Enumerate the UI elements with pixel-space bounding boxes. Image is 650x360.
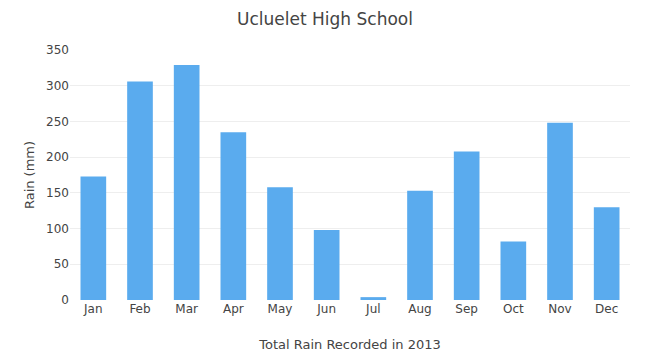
svg-text:350: 350	[46, 43, 69, 57]
svg-text:Rain (mm): Rain (mm)	[22, 141, 37, 209]
svg-text:Jul: Jul	[365, 302, 380, 316]
svg-text:200: 200	[46, 150, 69, 164]
svg-text:250: 250	[46, 115, 69, 129]
svg-text:Dec: Dec	[595, 302, 618, 316]
svg-text:Oct: Oct	[503, 302, 524, 316]
svg-text:Nov: Nov	[548, 302, 571, 316]
svg-text:Apr: Apr	[223, 302, 244, 316]
svg-text:300: 300	[46, 79, 69, 93]
svg-text:Total Rain Recorded in 2013: Total Rain Recorded in 2013	[258, 337, 441, 352]
svg-text:0: 0	[61, 293, 69, 307]
svg-text:Mar: Mar	[175, 302, 198, 316]
svg-text:150: 150	[46, 186, 69, 200]
svg-text:100: 100	[46, 222, 69, 236]
svg-text:50: 50	[54, 257, 69, 271]
svg-text:Jan: Jan	[83, 302, 103, 316]
svg-text:Aug: Aug	[408, 302, 431, 316]
svg-text:Jun: Jun	[316, 302, 336, 316]
svg-text:Feb: Feb	[129, 302, 150, 316]
svg-text:Sep: Sep	[455, 302, 478, 316]
svg-text:Ucluelet High School: Ucluelet High School	[237, 9, 413, 29]
svg-text:May: May	[268, 302, 293, 316]
